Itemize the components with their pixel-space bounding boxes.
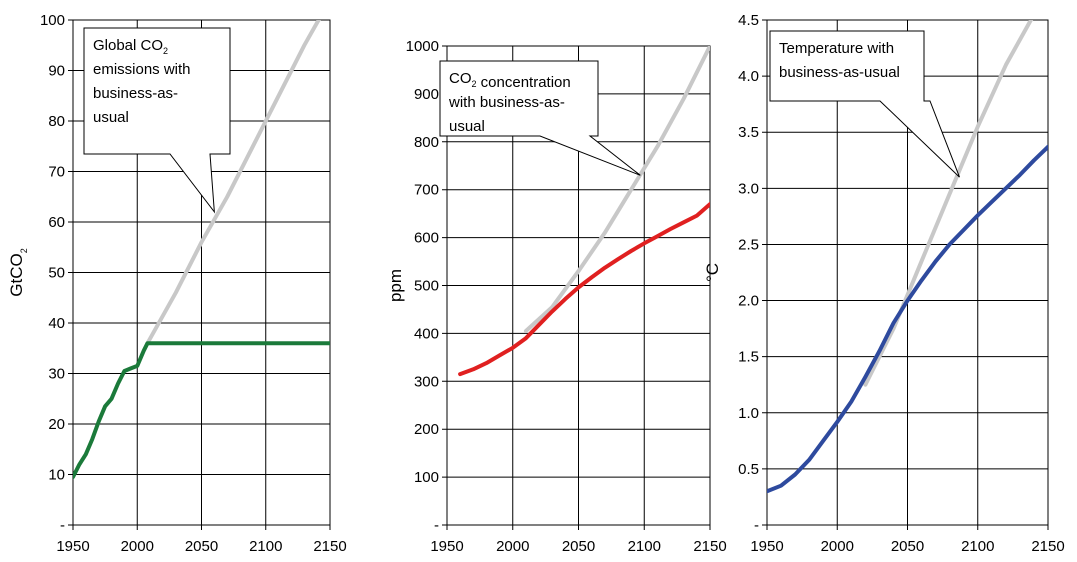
series-line-2: [73, 341, 330, 479]
y-tick-label: 100: [414, 469, 439, 486]
annotation-text: emissions with: [93, 61, 191, 78]
y-tick-label: -: [434, 517, 439, 534]
x-tick-label: 1950: [56, 538, 89, 555]
annotation-text: Temperature with: [779, 40, 894, 57]
y-tick-label: 4.0: [738, 68, 759, 85]
y-tick-label: 50: [48, 265, 65, 282]
y-tick-label: 3.0: [738, 180, 759, 197]
y-tick-label: -: [60, 517, 65, 534]
y-tick-label: 60: [48, 214, 65, 231]
y-tick-label: 800: [414, 134, 439, 151]
annotation-text: usual: [449, 118, 485, 135]
y-tick-label: 90: [48, 63, 65, 80]
y-tick-label: 700: [414, 182, 439, 199]
y-tick-label: 70: [48, 164, 65, 181]
annotation-callout: [769, 30, 960, 178]
y-tick-label: 1.0: [738, 405, 759, 422]
x-tick-label: 2050: [185, 538, 218, 555]
chart-2: 1950 2000 2050 2100 2150 - 100 200 300 400 500 600 7…: [386, 38, 727, 555]
series-line-2: [767, 144, 1048, 494]
y-tick-label: 300: [414, 373, 439, 390]
annotation-text: CO2 concentration: [449, 70, 571, 91]
x-tick-label: 2050: [891, 538, 924, 555]
series-line-1: [145, 20, 321, 346]
annotation-text: usual: [93, 109, 129, 126]
y-tick-label: 400: [414, 325, 439, 342]
y-tick-label: 20: [48, 416, 65, 433]
y-tick-label: 4.5: [738, 12, 759, 29]
x-tick-label: 1950: [430, 538, 463, 555]
y-tick-label: 80: [48, 113, 65, 130]
y-tick-label: 2.0: [738, 293, 759, 310]
y-tick-label: 40: [48, 315, 65, 332]
annotation-text: business-as-usual: [779, 64, 900, 81]
y-tick-label: 0.5: [738, 461, 759, 478]
y-tick-label: 3.5: [738, 124, 759, 141]
y-tick-label: 2.5: [738, 236, 759, 253]
y-tick-label: 10: [48, 467, 65, 484]
annotation-text: with business-as-: [448, 94, 565, 111]
series-line-1: [523, 46, 710, 333]
y-tick-label: 900: [414, 86, 439, 103]
chart-1: 1950 2000 2050 2100 2150 - 10 20 30 40 50 60 70 80 90 1…: [7, 12, 347, 555]
y-tick-label: 30: [48, 366, 65, 383]
x-tick-label: 2150: [693, 538, 726, 555]
x-tick-label: 2000: [496, 538, 529, 555]
y-axis-label: GtCO2: [7, 248, 29, 296]
x-tick-label: 2150: [1031, 538, 1064, 555]
annotation-callout: [83, 27, 231, 214]
y-tick-label: 500: [414, 278, 439, 295]
x-tick-label: 2000: [821, 538, 854, 555]
y-tick-label: 200: [414, 421, 439, 438]
y-tick-label: 1.5: [738, 349, 759, 366]
x-tick-label: 1950: [750, 538, 783, 555]
series-line-2: [458, 202, 710, 377]
annotation-callout: [439, 60, 641, 176]
y-axis-label: ppm: [386, 269, 405, 302]
x-tick-label: 2100: [628, 538, 661, 555]
y-tick-label: 1000: [406, 38, 439, 55]
y-tick-label: 100: [40, 12, 65, 29]
y-axis-label: °C: [703, 263, 722, 282]
x-tick-label: 2000: [121, 538, 154, 555]
y-tick-label: 600: [414, 230, 439, 247]
x-tick-label: 2100: [249, 538, 282, 555]
y-tick-label: -: [754, 517, 759, 534]
x-tick-label: 2150: [313, 538, 346, 555]
x-tick-label: 2050: [562, 538, 595, 555]
x-tick-label: 2100: [961, 538, 994, 555]
annotation-text: business-as-: [93, 85, 178, 102]
annotation-text: Global CO2: [93, 37, 168, 56]
chart-3: 1950 2000 2050 2100 2150 - 0.5 1.0 1.5 2.0 2.5 3.0 3…: [703, 12, 1065, 555]
